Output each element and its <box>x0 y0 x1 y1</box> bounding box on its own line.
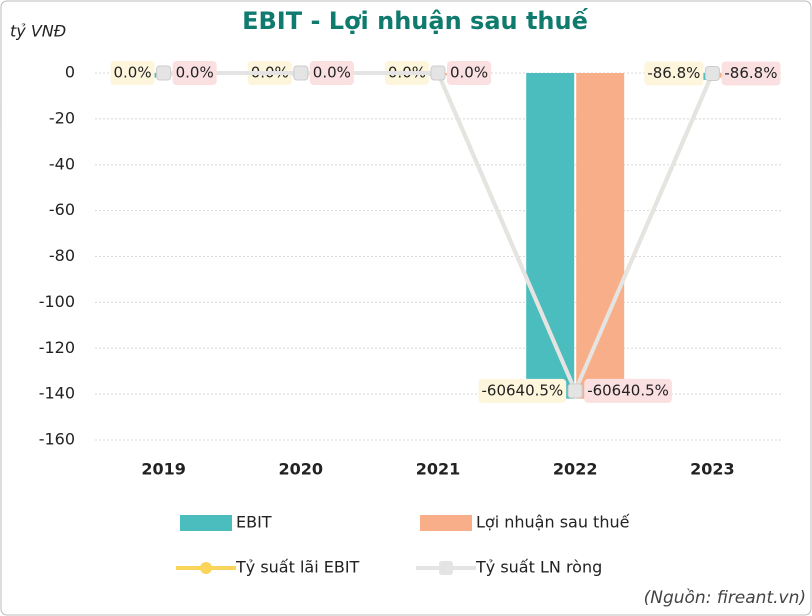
y-tick-label: -20 <box>49 108 75 127</box>
bar <box>526 73 575 399</box>
data-label-group: 0.0% <box>309 61 354 85</box>
data-label-bg <box>721 61 781 86</box>
data-label-bg <box>644 61 704 86</box>
data-label-group: -60640.5% <box>584 378 672 403</box>
legend-label: Lợi nhuận sau thuế <box>476 513 630 532</box>
y-tick-label: -120 <box>39 338 75 357</box>
y-tick-label: -60 <box>49 200 75 219</box>
line-point <box>430 65 446 81</box>
data-label-bg <box>478 378 567 403</box>
data-label: -60640.5% <box>587 381 669 399</box>
x-tick-label: 2023 <box>690 460 735 479</box>
legend-swatch <box>420 515 472 531</box>
data-label: -60640.5% <box>481 381 563 399</box>
data-label-group: -86.8% <box>644 61 704 86</box>
line-point <box>156 65 172 81</box>
legend-label: Tỷ suất lãi EBIT <box>235 558 360 577</box>
y-tick-label: -40 <box>49 154 75 173</box>
y-axis-label: tỷ VNĐ <box>10 22 66 41</box>
x-tick-label: 2021 <box>416 460 461 479</box>
x-tick-label: 2019 <box>141 460 186 479</box>
y-tick-label: -140 <box>39 384 75 403</box>
line-point <box>567 383 583 399</box>
y-tick-label: -80 <box>49 246 75 265</box>
data-label-bg <box>584 378 672 403</box>
y-tick-label: 0 <box>65 63 75 82</box>
line-point <box>704 65 720 81</box>
line-point <box>293 65 309 81</box>
x-tick-label: 2022 <box>553 460 598 479</box>
data-label-group: 0.0% <box>110 61 155 85</box>
data-label-bg <box>172 61 217 85</box>
data-label-bg <box>309 61 354 85</box>
legend-label: EBIT <box>236 513 272 532</box>
data-label: -86.8% <box>724 64 777 82</box>
data-label-group: 0.0% <box>172 61 217 85</box>
data-label: 0.0% <box>450 64 488 82</box>
chart-title: EBIT - Lợi nhuận sau thuế <box>242 7 588 35</box>
data-label: 0.0% <box>176 64 214 82</box>
y-tick-label: -100 <box>39 292 75 311</box>
x-tick-label: 2020 <box>279 460 324 479</box>
source: (Nguồn: fireant.vn) <box>644 587 806 608</box>
bar <box>576 73 625 399</box>
legend-marker <box>439 561 453 575</box>
data-label-group: 0.0% <box>447 61 492 85</box>
legend-label: Tỷ suất LN ròng <box>475 558 602 577</box>
legend-marker <box>200 562 212 574</box>
data-label: 0.0% <box>313 64 351 82</box>
data-label-group: -60640.5% <box>478 378 567 403</box>
y-tick-label: -160 <box>39 430 75 449</box>
data-label: 0.0% <box>113 64 151 82</box>
data-label-bg <box>447 61 492 85</box>
data-label-group: -86.8% <box>721 61 781 86</box>
legend-swatch <box>180 515 232 531</box>
data-label: -86.8% <box>647 64 700 82</box>
data-label-bg <box>110 61 155 85</box>
